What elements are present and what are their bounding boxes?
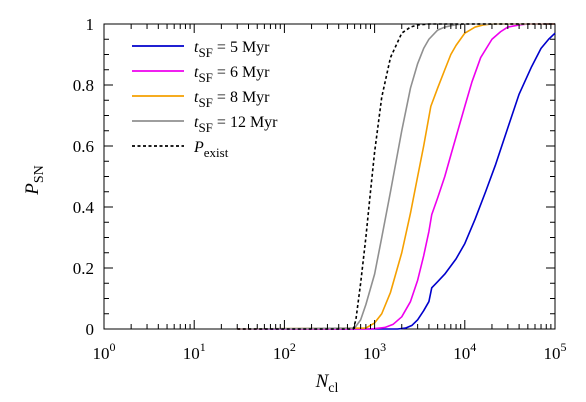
x-axis-label: Ncl bbox=[315, 371, 339, 396]
y-axis-label: PSN bbox=[22, 165, 47, 196]
legend-label-var: P bbox=[193, 139, 204, 156]
y-tick-label: 0 bbox=[86, 320, 95, 339]
y-tick-label: 0.4 bbox=[73, 198, 95, 217]
x-tick-label-exp: 1 bbox=[200, 340, 206, 354]
legend-label-sub: SF bbox=[198, 95, 212, 110]
plot-frame bbox=[103, 23, 556, 330]
x-tick-label: 101 bbox=[183, 340, 206, 363]
x-tick-label-exp: 0 bbox=[110, 340, 116, 354]
x-tick-label-base: 10 bbox=[453, 344, 470, 363]
x-tick-label-base: 10 bbox=[544, 344, 561, 363]
y-axis-label-base: P bbox=[22, 183, 43, 196]
legend-label-rest: = 5 Myr bbox=[213, 39, 270, 56]
legend-label-var: t bbox=[194, 39, 199, 56]
x-tick-label-exp: 2 bbox=[290, 340, 296, 354]
y-tick-label: 1 bbox=[86, 15, 95, 34]
x-axis-label-sub: cl bbox=[328, 381, 338, 396]
y-tick-label: 0.2 bbox=[73, 259, 94, 278]
x-tick-label: 103 bbox=[363, 340, 386, 363]
x-tick-label: 100 bbox=[93, 340, 116, 363]
ticks-layer bbox=[103, 23, 556, 330]
legend-label-rest: = 12 Myr bbox=[213, 114, 278, 131]
legend-label-rest: = 8 Myr bbox=[213, 89, 270, 106]
series-line-1 bbox=[237, 23, 555, 330]
y-axis-label-sub: SN bbox=[32, 165, 47, 183]
legend-label-sub: SF bbox=[198, 70, 212, 85]
x-tick-label-base: 10 bbox=[93, 344, 110, 363]
x-tick-label: 105 bbox=[544, 340, 567, 363]
y-tick-label: 0.8 bbox=[73, 76, 94, 95]
legend-label-var: t bbox=[194, 114, 199, 131]
legend-label-sub: SF bbox=[198, 45, 212, 60]
y-tick-label: 0.6 bbox=[73, 137, 94, 156]
plot-area bbox=[103, 23, 556, 330]
x-tick-label: 102 bbox=[273, 340, 296, 363]
series-line-4 bbox=[237, 23, 555, 330]
x-tick-label-exp: 3 bbox=[380, 340, 386, 354]
legend-label-0: tSF = 5 Myr bbox=[194, 39, 270, 60]
x-tick-label-base: 10 bbox=[183, 344, 200, 363]
x-tick-label-base: 10 bbox=[273, 344, 290, 363]
x-tick-label: 104 bbox=[453, 340, 476, 363]
legend-label-var: t bbox=[194, 89, 199, 106]
series-line-3 bbox=[237, 23, 555, 330]
legend-label-var: t bbox=[194, 64, 199, 81]
x-tick-label-exp: 5 bbox=[561, 340, 567, 354]
x-tick-label-exp: 4 bbox=[470, 340, 476, 354]
series-line-0 bbox=[237, 32, 556, 330]
series-line-2 bbox=[237, 23, 555, 330]
y-tick-labels: 0 0.2 0.4 0.6 0.8 1 bbox=[73, 15, 95, 339]
x-axis-label-base: N bbox=[315, 371, 330, 392]
curves-layer bbox=[237, 23, 556, 330]
legend-label-3: tSF = 12 Myr bbox=[194, 114, 278, 135]
legend-label-sub: SF bbox=[198, 120, 212, 135]
x-tick-labels: 100 101 102 103 104 105 bbox=[93, 340, 567, 363]
legend-label-rest: = 6 Myr bbox=[213, 64, 270, 81]
legend-label-sub: exist bbox=[204, 145, 229, 160]
x-tick-label-base: 10 bbox=[363, 344, 380, 363]
legend-label-1: tSF = 6 Myr bbox=[194, 64, 270, 85]
legend-label-2: tSF = 8 Myr bbox=[194, 89, 270, 110]
legend-label-4: Pexist bbox=[193, 139, 229, 160]
